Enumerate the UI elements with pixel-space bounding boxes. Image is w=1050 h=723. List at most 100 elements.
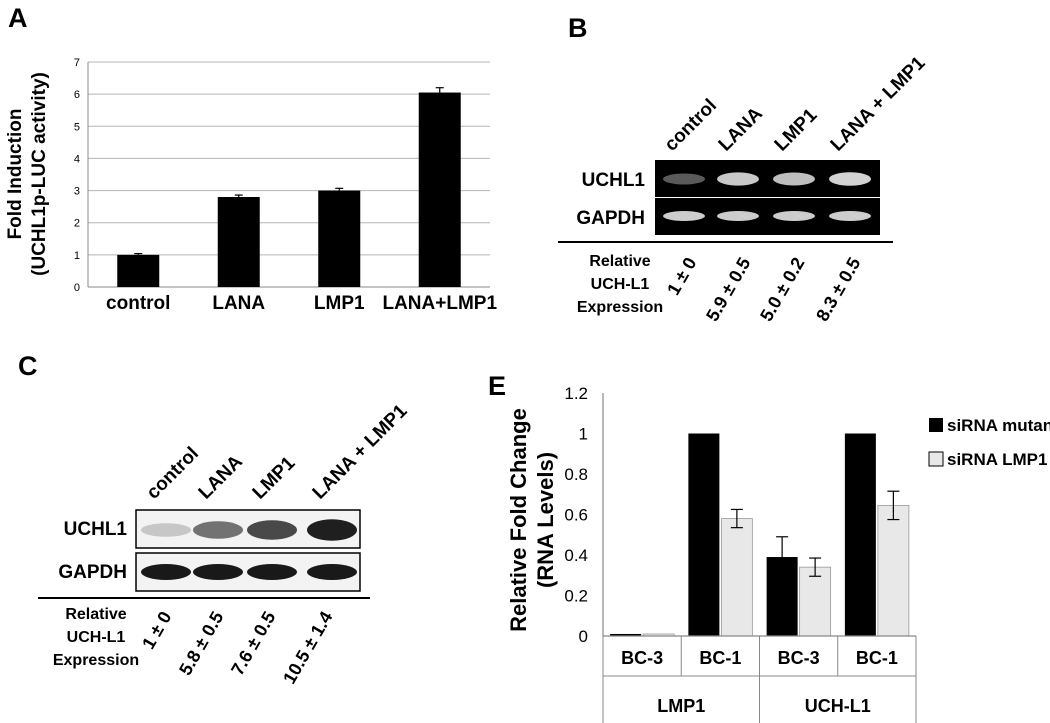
b-gapdh-band [773, 211, 815, 221]
b-quant-value: 5.0 ± 0.2 [756, 254, 808, 325]
blot-c-row-label-gapdh: GAPDH [58, 562, 127, 583]
b-lane-label: LANA + LMP1 [827, 52, 930, 155]
legend-label-siRNA-LMP1: siRNA LMP1 [947, 450, 1047, 469]
blot-c-quant-label-line1: Relative [65, 606, 126, 623]
c-gapdh-band [247, 564, 297, 580]
chart-e-error-bar [730, 508, 743, 529]
chart-e-x-tick-label: BC-1 [856, 648, 898, 668]
chart-a-y-tick-label: 6 [74, 89, 80, 101]
c-lane-label: LMP1 [249, 453, 300, 504]
chart-e-y-tick-label: 0.6 [564, 506, 588, 525]
chart-e-y-tick-labels: 0 0.2 0.4 0.6 0.8 1 1.2 [564, 384, 588, 646]
chart-a-x-tick-label: LANA+LMP1 [382, 293, 497, 314]
chart-e-bar [877, 504, 910, 637]
chart-e-y-tick-label: 1.2 [564, 384, 588, 403]
chart-e-x-tick-label: BC-3 [778, 648, 820, 668]
b-uchl1-band [717, 172, 759, 186]
c-gapdh-band [307, 564, 357, 580]
c-uchl1-band [193, 521, 243, 539]
b-lane-label: LANA [715, 103, 767, 155]
chart-e-y-tick-label: 0.4 [564, 546, 588, 565]
chart-e-y-tick-label: 0.2 [564, 587, 588, 606]
chart-e-bar [799, 566, 832, 637]
chart-a-y-tick-label: 1 [74, 250, 80, 262]
gel-b-quant-label-line1: Relative [589, 253, 650, 270]
chart-e-legend: siRNA mutant siRNA LMP1 [928, 416, 1050, 469]
chart-a-error-bar [134, 252, 143, 255]
b-gapdh-band [829, 211, 871, 221]
c-lane-label: control [143, 443, 203, 503]
chart-e-bar [720, 518, 753, 637]
legend-swatch-siRNA-mutant [929, 418, 943, 432]
chart-e-bar [844, 433, 876, 636]
legend-label-siRNA-mutant: siRNA mutant [947, 416, 1050, 435]
panel-label-c: C [18, 351, 38, 381]
chart-a-y-tick-label: 2 [74, 218, 80, 230]
chart-a-x-tick-label: LMP1 [314, 293, 365, 314]
chart-a-x-tick-label: LANA [212, 293, 265, 314]
gel-b-row-label-uchl1: UCHL1 [582, 170, 646, 191]
chart-a-y-tick-label: 7 [74, 57, 80, 69]
chart-a-y-axis-title-line2: (UCHL1p-LUC activity) [29, 72, 50, 276]
chart-e-error-bar [809, 557, 822, 577]
gel-b-quant-label-line2: UCH-L1 [591, 276, 650, 293]
chart-a-y-tick-label: 0 [74, 282, 80, 294]
chart-a-y-tick-label: 4 [74, 153, 80, 165]
chart-e-x-tick-label: BC-1 [699, 648, 741, 668]
chart-e-error-bar [776, 536, 789, 578]
c-quant-value: 5.8 ± 0.5 [175, 608, 227, 679]
chart-e-y-tick-label: 0.8 [564, 465, 588, 484]
panel-label-b: B [568, 13, 588, 43]
b-lane-label: control [661, 95, 721, 155]
b-gapdh-band [663, 211, 705, 221]
b-lane-label: LMP1 [771, 105, 822, 156]
chart-a-bar [318, 190, 361, 287]
blot-c-bands [141, 519, 357, 580]
panel-label-a: A [8, 3, 28, 33]
chart-e-y-axis-title-line2: (RNA Levels) [533, 452, 558, 588]
chart-e-x-tick-label: BC-3 [621, 648, 663, 668]
chart-a-error-bar [234, 194, 243, 197]
chart-a-y-tick-label: 3 [74, 186, 80, 198]
b-quant-value: 1 ± 0 [663, 254, 700, 299]
chart-e-y-tick-label: 0 [579, 627, 588, 646]
chart-a-bars [117, 87, 461, 288]
chart-a-error-bar [335, 187, 344, 191]
b-uchl1-band [773, 172, 815, 186]
blot-c-quant-label-line3: Expression [53, 652, 139, 669]
chart-e: 0 0.2 0.4 0.6 0.8 1 1.2 BC-3 BC-1 BC-3 BC-1 LMP1 UC… [506, 384, 1050, 723]
chart-a: 0 1 2 3 4 5 6 7 control LANA LMP1 LANA+LMP1 Fold I… [5, 57, 497, 314]
chart-a-bar [117, 254, 160, 287]
chart-a-x-tick-label: control [106, 293, 170, 314]
c-uchl1-band [307, 519, 357, 541]
chart-a-error-bar [435, 87, 444, 93]
gel-b-row-label-gapdh: GAPDH [576, 208, 645, 229]
c-gapdh-band [193, 564, 243, 580]
b-gapdh-band [717, 211, 759, 221]
chart-e-bar [688, 433, 720, 636]
chart-e-bars [610, 433, 910, 637]
blot-c-row-label-uchl1: UCHL1 [64, 519, 128, 540]
c-uchl1-band [247, 520, 297, 540]
b-uchl1-band [829, 172, 871, 186]
chart-e-group-label: UCH-L1 [805, 696, 871, 716]
c-lane-label: LANA + LMP1 [309, 400, 412, 503]
chart-a-bar [217, 197, 260, 287]
c-quant-value: 1 ± 0 [138, 608, 175, 653]
gel-b-quant-values: 1 ± 0 5.9 ± 0.5 5.0 ± 0.2 8.3 ± 0.5 [663, 254, 864, 325]
c-lane-label: LANA [195, 451, 247, 503]
c-uchl1-band [141, 523, 191, 537]
chart-e-group-label: LMP1 [657, 696, 705, 716]
c-quant-value: 10.5 ± 1.4 [279, 608, 336, 687]
b-quant-value: 8.3 ± 0.5 [812, 254, 864, 325]
legend-swatch-siRNA-LMP1 [928, 451, 944, 467]
chart-e-category-table: BC-3 BC-1 BC-3 BC-1 LMP1 UCH-L1 [602, 635, 917, 723]
gel-b-quant-label-line3: Expression [577, 299, 663, 316]
b-uchl1-band [663, 173, 705, 185]
chart-e-bar [610, 633, 642, 636]
gel-b-bands [663, 172, 871, 221]
